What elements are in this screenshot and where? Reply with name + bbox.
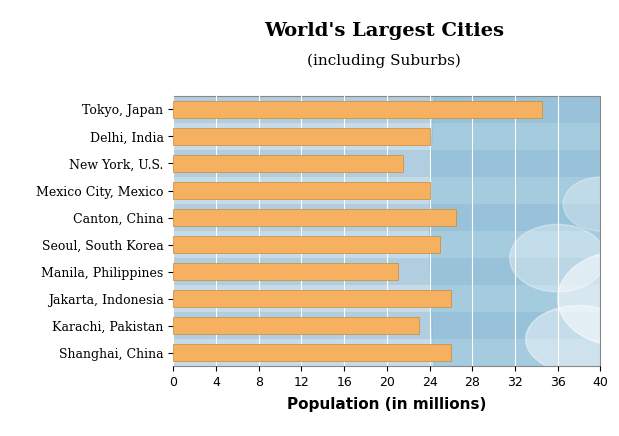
Text: World's Largest Cities: World's Largest Cities — [264, 21, 504, 40]
Bar — [173, 123, 600, 150]
Bar — [173, 344, 451, 361]
Bar — [173, 236, 440, 253]
Circle shape — [430, 0, 619, 436]
Text: (including Suburbs): (including Suburbs) — [307, 54, 461, 68]
Bar — [173, 177, 600, 204]
Ellipse shape — [563, 177, 619, 231]
Bar — [173, 258, 600, 285]
Bar — [173, 96, 600, 123]
Bar — [173, 204, 600, 231]
Bar — [173, 128, 430, 145]
Bar — [173, 101, 542, 118]
Bar — [173, 290, 451, 307]
Bar — [173, 263, 397, 280]
Bar — [173, 155, 403, 172]
Bar — [173, 231, 600, 258]
Bar — [173, 182, 430, 199]
Bar — [173, 312, 600, 339]
Bar — [173, 285, 600, 312]
X-axis label: Population (in millions): Population (in millions) — [287, 397, 487, 412]
Bar — [173, 339, 600, 366]
Ellipse shape — [526, 305, 619, 373]
Bar — [173, 317, 419, 334]
Bar — [173, 209, 456, 226]
Bar — [173, 150, 600, 177]
Ellipse shape — [600, 334, 619, 388]
Ellipse shape — [509, 224, 606, 292]
Ellipse shape — [558, 251, 619, 346]
